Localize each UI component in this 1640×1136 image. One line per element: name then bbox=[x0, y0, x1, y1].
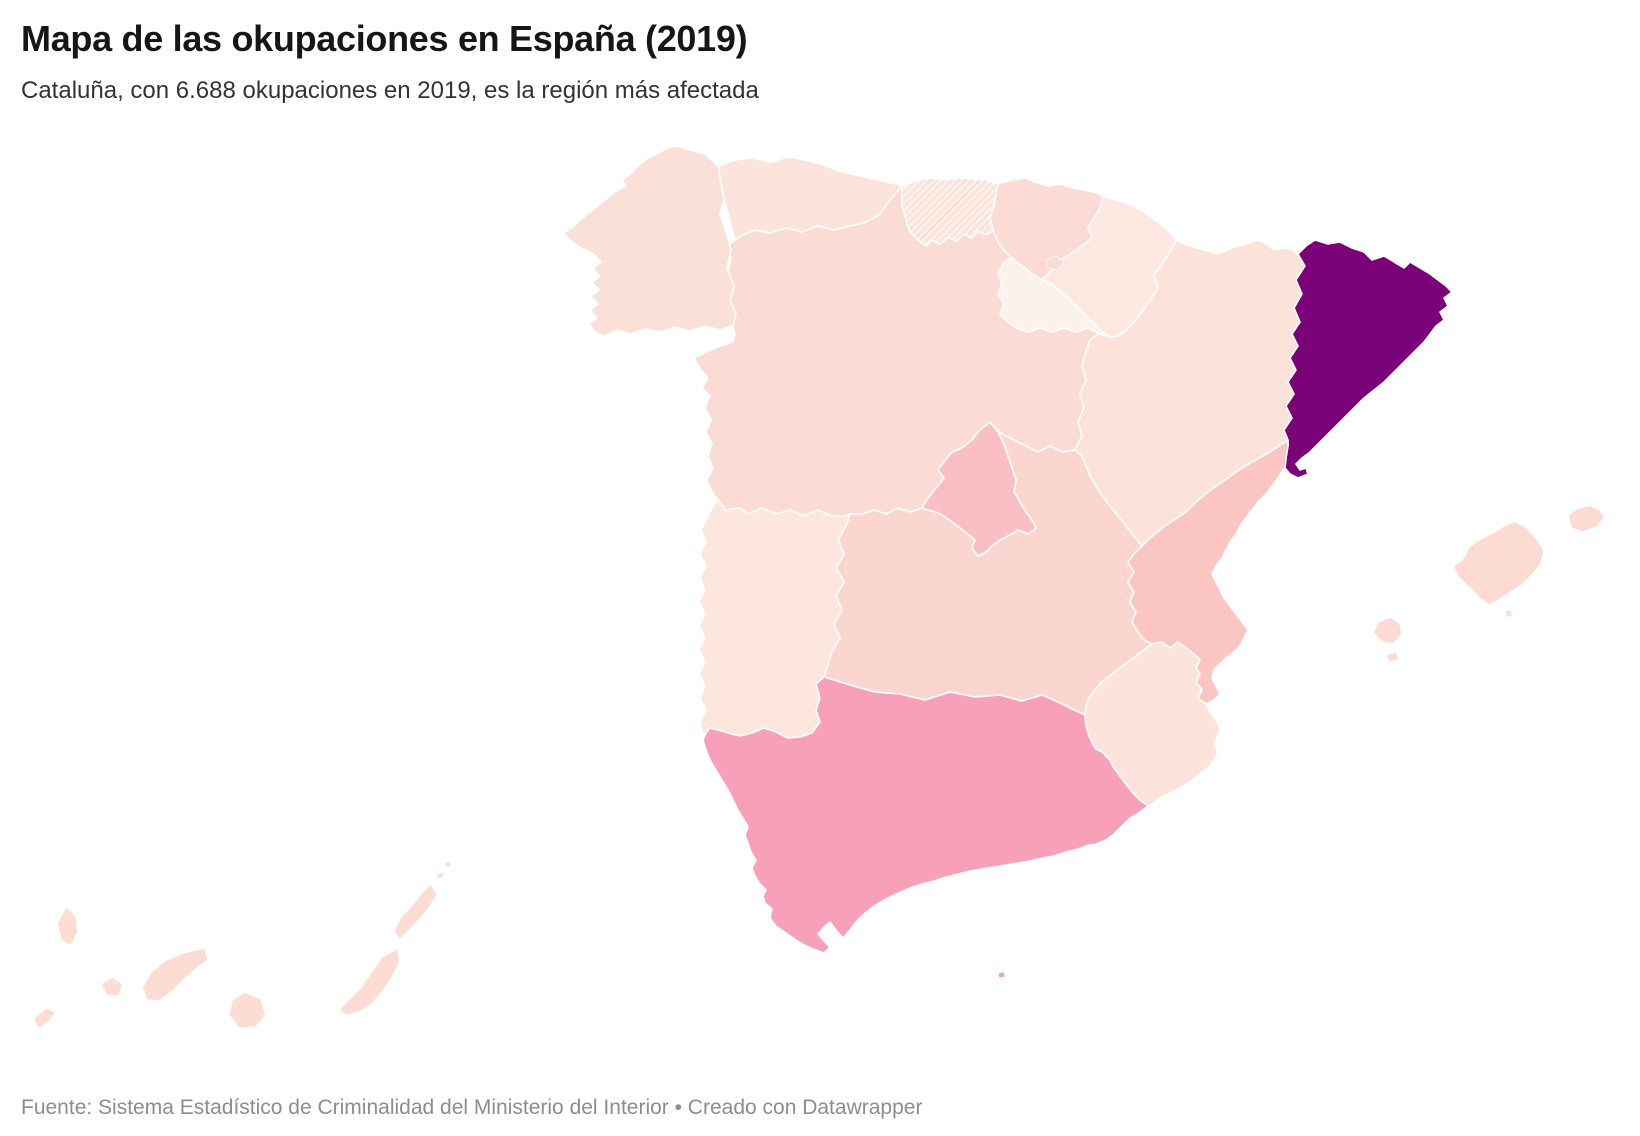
chart-title: Mapa de las okupaciones en España (2019) bbox=[21, 18, 748, 59]
la-gomera-island[interactable] bbox=[100, 976, 124, 997]
canary-islands bbox=[32, 860, 452, 1030]
region-asturias[interactable] bbox=[717, 156, 903, 241]
region-la-rioja[interactable] bbox=[997, 257, 1111, 338]
chart-subtitle: Cataluña, con 6.688 okupaciones en 2019,… bbox=[21, 77, 759, 105]
chinijo-islet-1[interactable] bbox=[436, 871, 445, 880]
lanzarote-island[interactable] bbox=[393, 883, 438, 941]
region-andalucia[interactable] bbox=[702, 676, 1149, 954]
region-galicia[interactable] bbox=[562, 145, 737, 337]
chart-footer: Fuente: Sistema Estadístico de Criminali… bbox=[21, 1096, 923, 1119]
mallorca-island[interactable] bbox=[1452, 520, 1545, 606]
chart-header: Mapa de las okupaciones en España (2019)… bbox=[21, 18, 1619, 107]
el-hierro-island[interactable] bbox=[32, 1007, 57, 1030]
alboran-island[interactable] bbox=[997, 971, 1006, 979]
region-madrid[interactable] bbox=[921, 421, 1037, 557]
ibiza-island[interactable] bbox=[1372, 616, 1403, 645]
region-cantabria-no-data[interactable] bbox=[901, 177, 1001, 247]
formentera-island[interactable] bbox=[1385, 651, 1400, 663]
cabrera-island[interactable] bbox=[1504, 609, 1513, 618]
chinijo-islet-2[interactable] bbox=[444, 860, 452, 868]
fuerteventura-island[interactable] bbox=[338, 947, 401, 1017]
region-murcia[interactable] bbox=[1084, 641, 1221, 807]
la-palma-island[interactable] bbox=[56, 905, 79, 947]
balearic-islands bbox=[1372, 504, 1606, 663]
menorca-island[interactable] bbox=[1567, 504, 1606, 533]
trevino-enclave[interactable] bbox=[1045, 255, 1065, 271]
gran-canaria-island[interactable] bbox=[228, 991, 267, 1029]
region-cataluna[interactable] bbox=[1283, 239, 1453, 479]
tenerife-island[interactable] bbox=[141, 947, 209, 1002]
